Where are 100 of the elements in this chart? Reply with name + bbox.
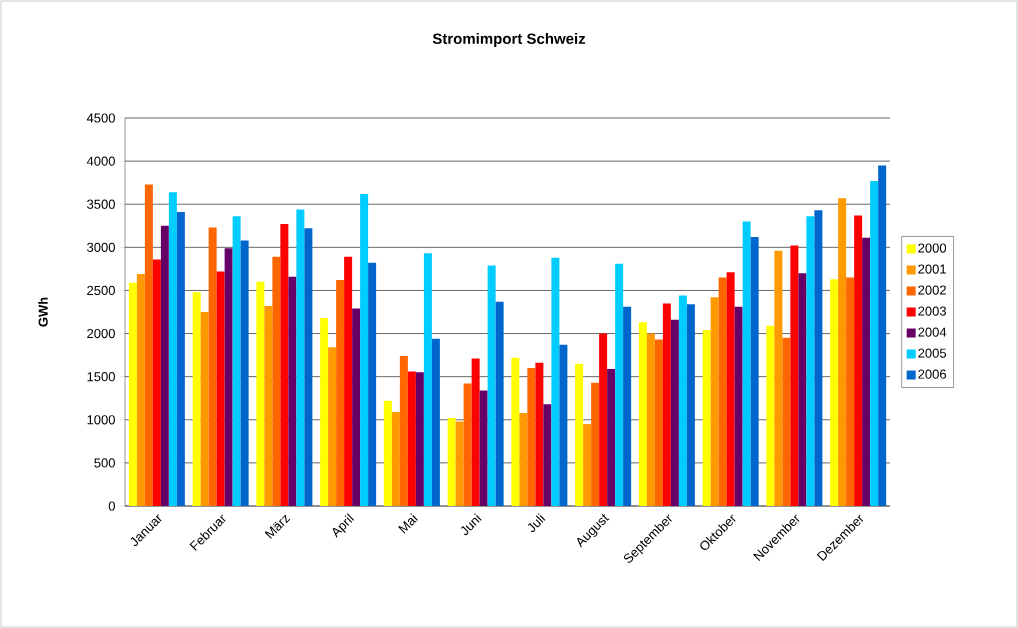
bar	[575, 363, 584, 506]
bar	[830, 279, 839, 506]
bar	[240, 240, 249, 506]
legend-label: 2006	[918, 369, 947, 379]
y-tick-label: 2000	[87, 328, 115, 339]
bar	[391, 412, 400, 506]
bar	[543, 404, 552, 506]
bar	[519, 412, 528, 506]
bar	[607, 368, 616, 506]
x-tick-label: Juli	[527, 513, 546, 533]
bar	[870, 180, 879, 506]
legend-label: 2001	[918, 264, 946, 274]
bar	[662, 303, 671, 506]
bar	[360, 193, 369, 506]
legend-label: 2004	[918, 327, 947, 337]
bar	[168, 192, 177, 506]
legend-label: 2002	[918, 285, 946, 295]
bar	[336, 280, 345, 506]
bar	[200, 312, 209, 506]
bar	[415, 372, 424, 506]
bar	[623, 306, 632, 506]
bar	[670, 319, 679, 506]
bar	[726, 272, 735, 506]
y-tick-label: 0	[108, 501, 115, 511]
bar	[551, 257, 560, 506]
bar	[368, 262, 377, 506]
bar	[742, 221, 751, 506]
bar	[646, 333, 655, 506]
bar	[344, 256, 353, 506]
y-tick-label: 1500	[87, 372, 115, 382]
bar	[264, 305, 273, 506]
bar	[463, 383, 472, 506]
bar	[495, 301, 504, 506]
bar	[423, 253, 432, 506]
chart-title: Stromimport Schweiz	[432, 33, 586, 47]
bar	[208, 227, 217, 506]
bar	[599, 333, 608, 506]
bar	[846, 277, 855, 506]
bar	[838, 198, 847, 506]
bar	[256, 281, 265, 506]
bar	[152, 259, 161, 506]
bar	[479, 390, 488, 506]
bar	[862, 237, 871, 506]
bar	[878, 165, 887, 506]
bar	[638, 322, 647, 506]
y-tick-label: 1000	[87, 415, 115, 425]
bar	[790, 245, 799, 506]
bar	[615, 263, 624, 506]
bar	[774, 250, 783, 506]
bar	[399, 355, 408, 506]
bar	[216, 271, 225, 506]
x-tick-label: Mai	[398, 513, 418, 534]
bar	[160, 225, 169, 506]
bar	[471, 358, 480, 506]
bar	[224, 248, 233, 506]
bar	[559, 344, 568, 506]
bar	[702, 330, 711, 506]
bar	[806, 216, 815, 506]
y-tick-label: 2500	[87, 285, 115, 296]
bar	[511, 357, 520, 506]
y-axis-title: GWh	[38, 297, 48, 327]
bar	[583, 424, 592, 506]
bar	[407, 371, 416, 506]
bar	[176, 211, 185, 506]
bar	[320, 318, 329, 506]
y-tick-label: 3000	[87, 242, 115, 252]
bar	[854, 215, 863, 506]
bar	[128, 282, 137, 506]
bar	[431, 338, 440, 506]
y-tick-label: 4500	[86, 113, 115, 123]
bar	[288, 276, 297, 506]
bar	[487, 265, 496, 506]
y-tick-label: 500	[94, 458, 115, 468]
bar	[447, 418, 456, 506]
bar	[280, 224, 289, 506]
bar	[710, 297, 719, 506]
bar	[686, 304, 695, 506]
bar	[455, 421, 464, 506]
bar	[272, 256, 281, 506]
legend-label: 2005	[918, 348, 947, 358]
bar	[383, 400, 392, 506]
bar	[814, 210, 823, 506]
bar	[535, 362, 544, 506]
bar	[766, 325, 775, 506]
bar	[232, 216, 241, 506]
bar	[304, 228, 313, 506]
bar	[591, 382, 600, 506]
bar	[654, 339, 663, 506]
bar	[136, 274, 145, 506]
bar	[296, 209, 305, 506]
y-tick-label: 3500	[87, 199, 115, 209]
bar	[192, 292, 201, 506]
legend-label: 2003	[918, 306, 947, 316]
legend-label: 2000	[918, 243, 947, 253]
bar	[782, 337, 791, 506]
bar	[678, 295, 687, 506]
y-tick-label: 4000	[86, 156, 115, 166]
bar	[328, 347, 337, 506]
bar	[527, 368, 536, 506]
bar	[734, 306, 743, 506]
